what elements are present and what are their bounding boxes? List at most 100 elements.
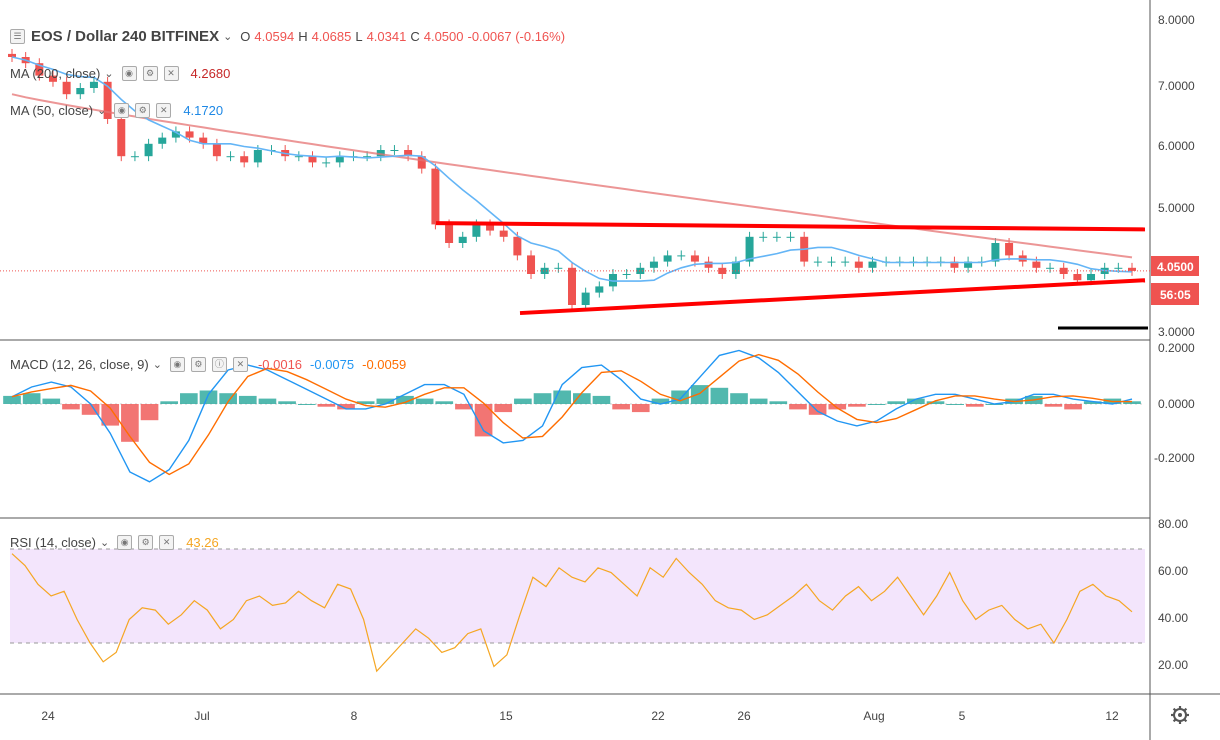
- chevron-down-icon[interactable]: ⌄: [152, 359, 162, 371]
- candle-body: [322, 162, 331, 164]
- macd-hist-bar: [22, 393, 41, 404]
- candle-body: [527, 255, 536, 274]
- macd-hist-bar: [1083, 401, 1102, 404]
- collapse-icon[interactable]: ☰: [10, 29, 25, 44]
- ma50-line: [11, 56, 1133, 282]
- candle-body: [294, 156, 303, 158]
- macd-hist-bar: [592, 395, 611, 404]
- time-label-5: 5: [959, 709, 966, 723]
- macd-hist-bar: [199, 390, 218, 404]
- ma200-value: 4.2680: [190, 66, 231, 81]
- macd-label[interactable]: MACD (12, 26, close, 9): [10, 357, 149, 372]
- gear-icon[interactable]: ⚙: [135, 103, 151, 118]
- candle-body: [950, 261, 959, 268]
- candle-body: [595, 286, 604, 293]
- macd-hist-bar: [278, 401, 296, 404]
- close-icon[interactable]: ✕: [159, 535, 175, 550]
- macd-hist-bar: [376, 398, 395, 404]
- close-icon[interactable]: ✕: [163, 66, 179, 81]
- resistance-trendline: [435, 221, 1146, 232]
- eye-icon[interactable]: ◉: [114, 103, 130, 118]
- chevron-down-icon[interactable]: ⌄: [97, 105, 107, 117]
- macd-hist-bar: [514, 398, 532, 404]
- macd-hist-bar: [1123, 401, 1141, 404]
- chevron-down-icon[interactable]: ⌄: [104, 68, 114, 80]
- close-icon[interactable]: ✕: [156, 103, 172, 118]
- time-label-12: 12: [1105, 709, 1119, 723]
- interval-label: 240: [121, 28, 147, 45]
- chevron-down-icon[interactable]: ⌄: [223, 31, 233, 43]
- macd-hist-bar: [140, 404, 159, 421]
- candle-body: [62, 81, 71, 95]
- info-icon[interactable]: ⓘ: [211, 357, 227, 372]
- rsi-label[interactable]: RSI (14, close): [10, 535, 96, 550]
- candle-body: [608, 274, 617, 287]
- macd-hist-bar: [965, 404, 984, 407]
- close-label: C: [410, 29, 420, 44]
- candle-body: [103, 81, 112, 119]
- macd-hist-bar: [297, 404, 316, 405]
- macd-hist-bar: [730, 393, 748, 404]
- macd-axis: 0.2000 0.0000 -0.2000: [1154, 341, 1195, 465]
- candle-body: [89, 81, 98, 88]
- candle-body: [117, 119, 126, 157]
- macd-hist-bar: [121, 404, 139, 442]
- candle-body: [759, 236, 768, 238]
- close-icon[interactable]: ✕: [232, 357, 248, 372]
- macd-histogram: [3, 385, 1141, 442]
- close-value: 4.0500: [423, 29, 464, 44]
- candle-body: [622, 274, 631, 275]
- gear-icon[interactable]: ⚙: [142, 66, 158, 81]
- candle-body: [677, 255, 686, 257]
- candle-body: [745, 236, 754, 262]
- candle-body: [199, 137, 208, 144]
- candle-body: [581, 292, 590, 305]
- rsi-tick-20: 20.00: [1158, 658, 1188, 672]
- candle-body: [649, 261, 658, 268]
- symbol-title[interactable]: EOS / Dollar: [31, 28, 118, 45]
- candle-body: [35, 63, 44, 76]
- rsi-line: [11, 553, 1133, 673]
- eye-icon[interactable]: ◉: [121, 66, 137, 81]
- macd-hist-bar: [631, 404, 650, 413]
- candle-body: [868, 261, 877, 268]
- time-label-jul: Jul: [194, 709, 209, 723]
- settings-gear-icon[interactable]: [1171, 706, 1189, 724]
- candle-body: [1005, 243, 1014, 256]
- ma200-label[interactable]: MA (200, close): [10, 66, 101, 81]
- eye-icon[interactable]: ◉: [169, 357, 185, 372]
- macd-hist-bar: [749, 398, 768, 404]
- ma50-label[interactable]: MA (50, close): [10, 103, 94, 118]
- gear-icon[interactable]: ⚙: [138, 535, 154, 550]
- candle-body: [1046, 267, 1055, 269]
- time-label-26: 26: [737, 709, 751, 723]
- eye-icon[interactable]: ◉: [117, 535, 133, 550]
- chevron-down-icon[interactable]: ⌄: [99, 537, 110, 549]
- macd-hist-bar: [415, 398, 434, 404]
- candle-body: [8, 53, 16, 57]
- macd-hist-bar: [160, 401, 179, 404]
- low-label: L: [355, 29, 363, 44]
- macd-hist-bar: [926, 401, 945, 404]
- countdown-tag: 56:05: [1160, 288, 1191, 302]
- candle-body: [786, 236, 795, 238]
- price-tick-6: 6.0000: [1158, 139, 1195, 153]
- macd-hist-bar: [533, 393, 552, 404]
- gear-icon[interactable]: ⚙: [190, 357, 206, 372]
- candle-body: [144, 143, 153, 157]
- rsi-tick-60: 60.00: [1158, 564, 1188, 578]
- macd-hist-bar: [651, 398, 670, 404]
- macd-hist-bar: [3, 395, 21, 404]
- macd-hist-bar: [180, 393, 198, 404]
- rsi-tick-40: 40.00: [1158, 611, 1188, 625]
- ma50-legend: MA (50, close) ⌄ ◉ ⚙ ✕ 4.1720: [10, 103, 223, 118]
- macd-hist-bar: [62, 404, 80, 410]
- time-label-aug: Aug: [863, 709, 884, 723]
- macd-hist-bar: [769, 401, 788, 404]
- time-label-15: 15: [499, 709, 513, 723]
- ma50-value: 4.1720: [183, 103, 224, 118]
- macd-hist-bar: [396, 395, 414, 404]
- macd-hist-bar: [337, 404, 355, 410]
- candle-body: [363, 156, 372, 158]
